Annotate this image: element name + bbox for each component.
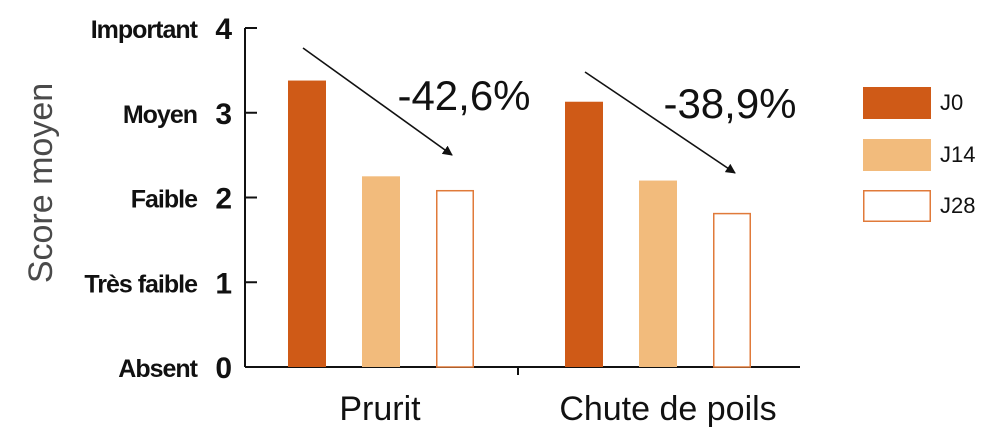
- legend: J0 J14 J28: [863, 87, 975, 222]
- y-tick-word-label: Très faible: [84, 270, 198, 298]
- bars-group: [288, 80, 751, 368]
- y-tick-label: 0: [215, 352, 232, 385]
- y-tick-word-label: Faible: [131, 186, 198, 214]
- y-tick-label: 1: [215, 267, 232, 300]
- legend-swatch-j14: [863, 139, 931, 171]
- legend-label-j0: J0: [940, 90, 963, 115]
- annotation-arrow: [302, 47, 453, 156]
- bar-j28-1: [713, 212, 751, 368]
- bar-j0-1: [565, 101, 603, 368]
- y-ticks: 0 Absent 1 Très faible 2 Faible 3 Moyen 4 Importa…: [84, 13, 257, 385]
- x-ticks: Prurit Chute de poils: [339, 367, 777, 427]
- y-axis-label: Score moyen: [22, 83, 60, 283]
- legend-swatch-j0: [863, 87, 931, 119]
- annotations-group: -42,6% -38,9%: [302, 47, 797, 174]
- annotation-label: -38,9%: [663, 80, 796, 127]
- legend-swatch-j28: [863, 190, 931, 222]
- bar-j14-1: [639, 180, 677, 367]
- bar-j0-0: [288, 80, 326, 368]
- y-tick-word-label: Moyen: [123, 101, 197, 129]
- legend-label-j14: J14: [940, 142, 975, 167]
- x-tick-label: Prurit: [339, 390, 421, 427]
- y-tick-label: 2: [215, 183, 232, 216]
- bar-j14-0: [362, 176, 400, 367]
- x-tick-label: Chute de poils: [559, 390, 776, 427]
- annotation-arrow: [584, 71, 736, 174]
- annotation-label: -42,6%: [397, 72, 530, 119]
- bar-j28-0: [436, 189, 474, 368]
- y-tick-word-label: Important: [91, 16, 199, 44]
- y-tick-word-label: Absent: [118, 355, 198, 383]
- legend-label-j28: J28: [940, 193, 975, 218]
- y-tick-label: 4: [215, 13, 232, 46]
- y-tick-label: 3: [215, 98, 232, 131]
